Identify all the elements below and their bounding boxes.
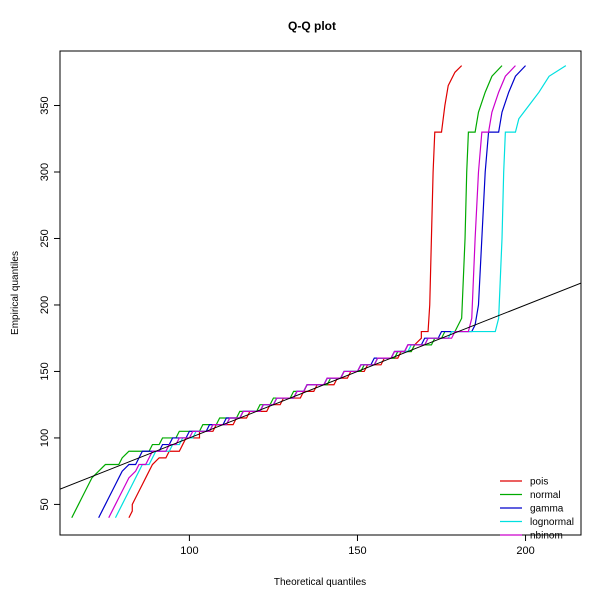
y-tick-label: 350 — [39, 96, 51, 114]
y-tick-label: 150 — [39, 362, 51, 380]
legend: pois normal gamma lognormal nbinom — [500, 477, 574, 542]
y-axis-label: Empirical quantiles — [10, 251, 21, 335]
reference-line — [60, 282, 581, 490]
y-axis: 50 100 150 200 250 300 350 — [39, 96, 60, 511]
series-line-lognormal — [114, 65, 567, 518]
x-tick-label: 200 — [516, 545, 534, 557]
legend-label-lognormal: lognormal — [530, 517, 574, 528]
legend-label-normal: normal — [530, 490, 561, 501]
legend-label-nbinom: nbinom — [530, 531, 563, 542]
reference-line-layer — [60, 282, 581, 490]
x-tick-label: 150 — [348, 545, 366, 557]
plot-area-border — [59, 50, 582, 536]
y-tick-label: 200 — [39, 296, 51, 314]
series-line-normal — [71, 65, 503, 518]
series-layer — [71, 65, 567, 518]
y-tick-label: 250 — [39, 229, 51, 247]
legend-label-gamma: gamma — [530, 504, 564, 515]
series-line-nbinom — [108, 65, 516, 518]
y-tick-label: 50 — [39, 498, 51, 510]
x-axis: 100 150 200 — [180, 535, 535, 557]
legend-label-pois: pois — [530, 477, 548, 488]
x-tick-label: 100 — [180, 545, 198, 557]
y-tick-label: 300 — [39, 163, 51, 181]
series-line-pois — [128, 65, 463, 518]
chart-title: Q-Q plot — [288, 19, 336, 33]
x-axis-label: Theoretical quantiles — [274, 577, 366, 588]
y-tick-label: 100 — [39, 429, 51, 447]
series-line-gamma — [98, 65, 526, 518]
